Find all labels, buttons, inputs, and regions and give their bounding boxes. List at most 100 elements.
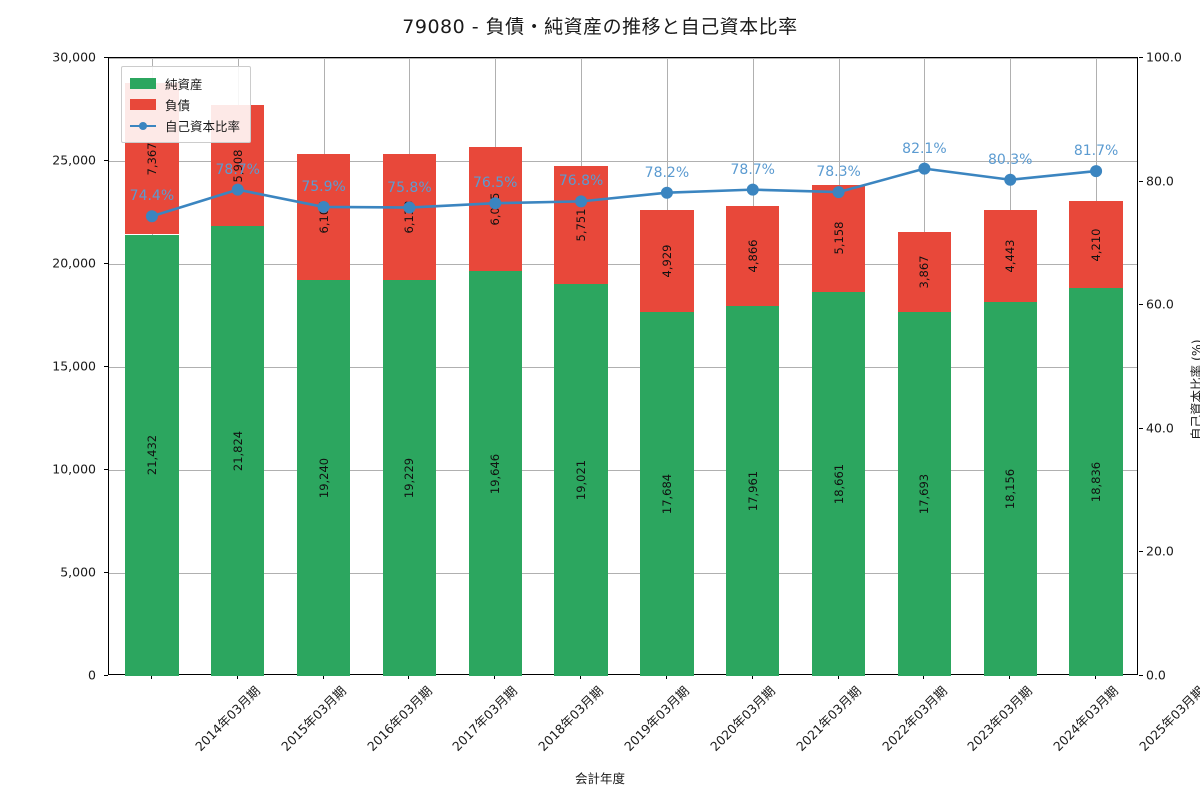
y-axis-right-tick: 0.0 [1146,667,1166,683]
legend-item-liabilities: 負債 [130,94,240,115]
x-axis-tickmark [150,675,152,679]
page-title: 79080 - 負債・純資産の推移と自己資本比率 [402,16,798,38]
x-axis-tickmark [665,675,667,679]
x-axis-tick-label: 2021年03月期 [792,683,864,754]
y-axis-left-tick: 30,000 [52,49,96,65]
y-axis-right-tick: 100.0 [1146,49,1182,65]
y-axis-right-tickmark [1139,427,1143,429]
x-axis-tickmark [1095,675,1097,679]
bar-value-label: 19,021 [574,459,589,501]
y-axis-left-tick: 15,000 [52,358,96,374]
legend-item-equity: 純資産 [130,73,240,94]
bar-value-label: 18,661 [831,463,846,504]
bar-value-label: 6,105 [316,200,331,234]
ratio-value-label: 81.7% [1073,143,1119,160]
ratio-value-label: 82.1% [902,140,947,157]
y-axis-right-tick: 60.0 [1146,296,1174,312]
bar-value-label: 18,836 [1089,461,1104,503]
y-axis-left-tickmark [104,263,108,264]
x-axis-tick-label: 2023年03月期 [964,683,1036,754]
x-axis-tick-label: 2018年03月期 [535,683,607,754]
x-axis-tick-label: 2020年03月期 [706,683,778,754]
gridline-horizontal [109,58,1137,59]
bar-value-label: 17,693 [917,473,932,514]
x-axis-tickmark [1009,675,1011,679]
bar-value-label: 21,824 [230,431,245,472]
ratio-value-label: 74.4% [129,188,175,205]
bar-value-label: 5,751 [574,208,589,242]
bar-liabilities: 6,133 [382,153,436,280]
bar-liabilities: 4,443 [983,210,1037,302]
x-axis-tickmark [837,675,839,679]
x-axis-tickmark [322,675,324,679]
legend-label-equity: 純資産 [165,77,203,92]
y-axis-left-tickmark [104,572,108,573]
plot-area: 21,432 7,367 21,824 5,908 19,240 6,105 19,229 6… [108,57,1138,676]
bar-liabilities: 5,158 [811,185,866,292]
x-axis-tick-label: 2014年03月期 [191,683,263,754]
x-axis-tick-label: 2019年03月期 [621,683,693,754]
bar-value-label: 18,156 [1003,468,1018,510]
gridline-horizontal [109,367,1137,368]
legend-label-liabilities: 負債 [165,98,191,113]
bar-value-label: 21,432 [144,435,159,476]
bar-equity: 18,156 [983,301,1037,676]
x-axis-tickmark [408,675,410,679]
bar-liabilities: 6,035 [468,146,522,272]
bar-liabilities: 4,929 [640,210,694,312]
ratio-value-label: 78.2% [644,164,690,181]
ratio-value-label: 78.7% [730,161,775,178]
y-axis-left-tick: 25,000 [52,152,96,168]
legend-label-ratio: 自己資本比率 [165,119,241,134]
ratio-value-label: 75.9% [301,178,346,195]
bar-equity: 18,836 [1069,287,1123,676]
chart-legend: 純資産 負債 自己資本比率 [121,66,252,143]
bar-equity: 17,961 [726,306,780,676]
bar-value-label: 17,684 [659,473,674,514]
ratio-value-label: 78.3% [816,164,861,181]
bar-value-label: 4,929 [659,244,674,278]
x-axis-tick-label: 2017年03月期 [449,683,521,754]
x-axis-tickmark [494,675,496,679]
x-axis-tick-label: 2016年03月期 [363,683,435,754]
legend-swatch-red [130,99,156,110]
y-axis-left-tick: 0 [88,667,96,683]
x-axis-tickmark [923,675,925,679]
bar-equity: 18,661 [811,291,866,676]
y-axis-left-tickmark [104,469,108,470]
y-axis-right-tickmark [1139,304,1143,306]
x-axis-tickmark [580,675,582,679]
y-axis-right-tickmark [1139,675,1143,676]
legend-line-marker-icon [130,120,156,131]
bar-value-label: 19,646 [488,453,503,494]
ratio-value-label: 76.5% [473,175,518,192]
bar-value-label: 6,133 [402,200,417,234]
y-axis-left-tick: 10,000 [52,461,96,477]
bar-equity: 17,693 [897,311,951,676]
ratio-value-label: 76.8% [558,173,604,190]
bar-liabilities: 6,105 [296,153,351,280]
legend-swatch-green [130,78,156,89]
legend-item-ratio: 自己資本比率 [130,115,240,136]
gridline-horizontal [109,161,1137,162]
bar-equity: 19,229 [382,279,436,676]
bar-equity: 17,684 [640,311,694,676]
bar-liabilities: 4,866 [726,205,780,306]
ratio-value-label: 78.7% [215,161,260,178]
bar-equity: 21,432 [125,234,179,676]
bar-value-label: 6,035 [488,192,503,226]
bar-value-label: 5,158 [831,221,846,255]
y-axis-left-tickmark [104,57,108,58]
y-axis-left-tick: 5,000 [60,564,96,580]
y-axis-right-tick: 40.0 [1146,420,1174,436]
y-axis-right-tickmark [1139,180,1143,182]
x-axis-tick-label: 2025年03月期 [1136,683,1200,754]
x-axis-label: 会計年度 [574,771,625,786]
bar-equity: 19,021 [554,284,608,676]
bar-equity: 19,240 [296,279,351,676]
gridline-horizontal [109,264,1137,265]
x-axis-tickmark [751,675,753,679]
gridline-horizontal [109,573,1137,574]
gridline-horizontal [109,470,1137,471]
